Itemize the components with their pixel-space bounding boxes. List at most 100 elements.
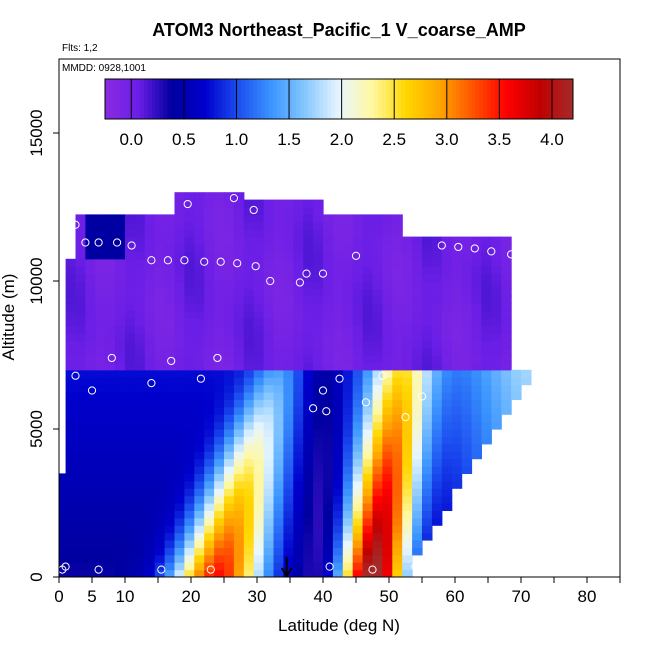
heatmap-cell — [75, 273, 86, 282]
heatmap-cell — [164, 554, 176, 563]
heatmap-cell — [273, 281, 284, 289]
heatmap-cell — [154, 340, 166, 349]
heatmap-cell — [154, 443, 166, 452]
heatmap-cell — [402, 488, 413, 497]
heatmap-cell — [372, 443, 383, 452]
heatmap-cell — [283, 414, 294, 423]
heatmap-cell — [441, 495, 453, 504]
heatmap-cell — [184, 540, 195, 548]
heatmap-cell — [233, 473, 245, 482]
heatmap-cell — [204, 495, 215, 504]
heatmap-cell — [85, 569, 96, 577]
heatmap-cell — [293, 569, 304, 577]
heatmap-cell — [372, 295, 383, 304]
heatmap-cell — [313, 569, 324, 577]
heatmap-cell — [392, 347, 403, 356]
heatmap-cell — [233, 355, 245, 363]
colorbar-segment — [456, 79, 461, 119]
heatmap-cell — [204, 503, 215, 511]
heatmap-cell — [491, 295, 502, 304]
heatmap-cell — [402, 392, 413, 400]
heatmap-cell — [323, 318, 334, 326]
heatmap-cell — [204, 480, 215, 489]
heatmap-cell — [263, 377, 275, 386]
heatmap-cell — [342, 347, 354, 356]
heatmap-cell — [105, 547, 116, 556]
heatmap-cell — [412, 325, 423, 334]
heatmap-cell — [303, 244, 314, 252]
heatmap-cell — [491, 414, 502, 423]
heatmap-cell — [303, 414, 314, 423]
heatmap-cell — [372, 406, 383, 415]
heatmap-cell — [362, 362, 374, 371]
heatmap-cell — [85, 562, 96, 571]
heatmap-cell — [233, 480, 245, 489]
heatmap-cell — [273, 451, 284, 460]
heatmap-cell — [392, 340, 403, 349]
heatmap-cell — [85, 473, 96, 482]
heatmap-cell — [451, 399, 463, 408]
heatmap-cell — [323, 251, 334, 260]
heatmap-cell — [144, 384, 156, 393]
heatmap-cell — [293, 347, 304, 356]
heatmap-cell — [85, 318, 96, 326]
heatmap-cell — [382, 258, 393, 267]
heatmap-cell — [75, 458, 86, 467]
heatmap-cell — [224, 214, 235, 223]
heatmap-cell — [332, 495, 344, 504]
colorbar-segment — [561, 79, 566, 119]
heatmap-cell — [412, 540, 423, 548]
heatmap-cell — [342, 503, 354, 511]
heatmap-cell — [372, 347, 383, 356]
heatmap-cell — [65, 466, 77, 474]
heatmap-cell — [392, 310, 403, 319]
heatmap-cell — [372, 310, 383, 319]
heatmap-cell — [253, 244, 265, 252]
heatmap-cell — [303, 392, 314, 400]
heatmap-cell — [174, 295, 185, 304]
observation-point — [61, 562, 70, 571]
heatmap-cell — [362, 547, 374, 556]
heatmap-cell — [105, 495, 116, 504]
heatmap-cell — [392, 295, 403, 304]
heatmap-cell — [441, 421, 453, 430]
heatmap-cell — [95, 244, 106, 252]
heatmap-cell — [224, 554, 235, 563]
heatmap-cell — [224, 399, 235, 408]
heatmap-cell — [313, 266, 324, 275]
heatmap-cell — [184, 207, 195, 215]
heatmap-cell — [332, 214, 344, 223]
heatmap-cell — [372, 384, 383, 393]
heatmap-cell — [243, 510, 255, 519]
heatmap-cell — [431, 310, 443, 319]
heatmap-cell — [342, 525, 354, 534]
heatmap-cell — [342, 281, 354, 289]
heatmap-cell — [253, 569, 265, 577]
heatmap-cell — [402, 406, 413, 415]
heatmap-cell — [283, 503, 294, 511]
observation-point — [147, 379, 156, 388]
colorbar-segment — [487, 79, 492, 119]
heatmap-cell — [214, 436, 225, 445]
observation-point — [127, 241, 136, 250]
colorbar-segment — [268, 79, 274, 119]
colorbar-segment — [233, 79, 239, 119]
heatmap-cell — [65, 473, 77, 482]
heatmap-cell — [431, 392, 443, 400]
heatmap-cell — [392, 281, 403, 289]
heatmap-cell — [372, 355, 383, 363]
observation-point — [507, 250, 516, 259]
heatmap-cell — [95, 414, 106, 423]
heatmap-cell — [194, 340, 205, 349]
heatmap-cell — [491, 266, 502, 275]
heatmap-cell — [164, 288, 176, 297]
heatmap-cell — [184, 532, 195, 541]
heatmap-cell — [233, 192, 245, 201]
heatmap-cell — [263, 340, 275, 349]
heatmap-cell — [85, 480, 96, 489]
heatmap-cell — [75, 406, 86, 415]
heatmap-cell — [412, 318, 423, 326]
colorbar-segment — [225, 79, 231, 119]
heatmap-cell — [412, 532, 423, 541]
heatmap-cell — [184, 288, 195, 297]
